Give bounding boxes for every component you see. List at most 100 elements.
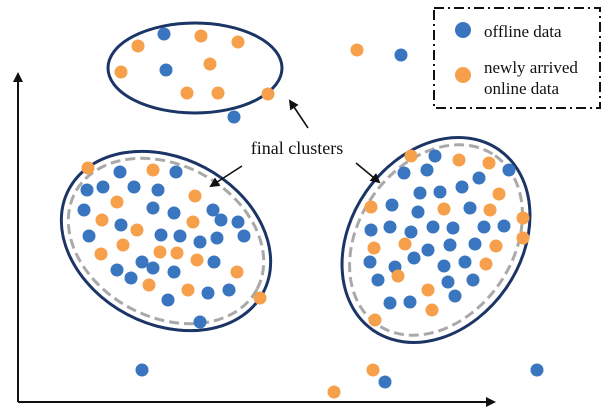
offline-data-point [214, 213, 228, 227]
left-cluster-dashed-outline [66, 156, 266, 326]
offline-data-point [502, 163, 516, 177]
final-clusters-annotation: final clusters [209, 99, 381, 188]
online-data-point [130, 223, 144, 237]
online-data-point [190, 253, 204, 267]
online-data-point [194, 29, 208, 43]
online-data-point [404, 149, 418, 163]
offline-data-point [207, 255, 221, 269]
offline-data-point [371, 273, 385, 287]
online-data-point [230, 265, 244, 279]
offline-data-point [403, 295, 417, 309]
online-data-point [261, 87, 275, 101]
online-data-point [452, 153, 466, 167]
offline-data-point [394, 48, 408, 62]
offline-data-point [237, 229, 251, 243]
cluster-outlines [59, 21, 532, 344]
online-data-point [211, 86, 225, 100]
offline-data-point [167, 206, 181, 220]
offline-data-point [110, 263, 124, 277]
legend-offline-label: offline data [484, 22, 562, 41]
offline-data-point [193, 315, 207, 329]
online-data-point [116, 238, 130, 252]
online-data-point [188, 189, 202, 203]
online-data-point [181, 283, 195, 297]
online-data-point [114, 65, 128, 79]
offline-data-point [448, 289, 462, 303]
offline-data-point [407, 251, 421, 265]
online-data-point [170, 246, 184, 260]
offline-data-point [455, 180, 469, 194]
offline-data-point [114, 218, 128, 232]
offline-data-point [446, 221, 460, 235]
offline-data-point [443, 238, 457, 252]
online-data-point [479, 257, 493, 271]
offline-data-point [127, 180, 141, 194]
offline-data-point [458, 255, 472, 269]
online-data-point [231, 35, 245, 49]
online-data-point [398, 237, 412, 251]
offline-data-point [397, 166, 411, 180]
online-data-point [146, 163, 160, 177]
offline-data-point [210, 231, 224, 245]
offline-data-point [169, 165, 183, 179]
offline-data-point [404, 225, 418, 239]
offline-data-point [378, 375, 392, 389]
offline-data-point [201, 286, 215, 300]
offline-data-point [530, 363, 544, 377]
online-data-point [391, 269, 405, 283]
online-data-point [367, 241, 381, 255]
offline-data-point [497, 219, 511, 233]
axes [13, 72, 496, 407]
offline-data-point [151, 183, 165, 197]
legend: offline data newly arrived online data [433, 7, 601, 109]
online-data-point [425, 303, 439, 317]
data-points [77, 27, 544, 399]
offline-data-point [77, 203, 91, 217]
offline-data-point [157, 27, 171, 41]
offline-data-point [421, 243, 435, 257]
offline-data-point [113, 165, 127, 179]
offline-data-point [383, 220, 397, 234]
online-data-point [516, 211, 530, 225]
online-data-point [142, 278, 156, 292]
offline-data-point [466, 273, 480, 287]
online-data-point [327, 385, 341, 399]
online-data-point [131, 39, 145, 53]
online-data-point [180, 86, 194, 100]
offline-data-point [206, 203, 220, 217]
offline-data-point [383, 296, 397, 310]
offline-data-point [433, 185, 447, 199]
offline-data-point [159, 63, 173, 77]
offline-data-point [80, 183, 94, 197]
online-data-point [203, 57, 217, 71]
online-data-point [350, 43, 364, 57]
arrow-to-left-cluster [209, 165, 243, 188]
online-data-point [253, 291, 267, 305]
offline-data-point [154, 228, 168, 242]
online-data-point [492, 187, 506, 201]
online-data-point [368, 313, 382, 327]
offline-data-point [426, 220, 440, 234]
online-data-point [95, 213, 109, 227]
online-data-point [483, 203, 497, 217]
online-data-point [437, 202, 451, 216]
online-data-point [516, 231, 530, 245]
offline-data-point [135, 363, 149, 377]
offline-data-point [167, 265, 181, 279]
arrow-to-top-cluster [288, 99, 309, 129]
offline-data-point [222, 283, 236, 297]
right-cluster-dashed-outline [348, 143, 524, 337]
offline-data-point [472, 171, 486, 185]
online-data-point [421, 283, 435, 297]
offline-data-point [420, 163, 434, 177]
offline-data-point [82, 229, 96, 243]
offline-data-point [231, 215, 245, 229]
legend-offline-marker [455, 22, 471, 38]
right-cluster-outline [340, 136, 532, 344]
online-data-point [153, 245, 167, 259]
online-data-point [186, 215, 200, 229]
offline-data-point [124, 271, 138, 285]
offline-data-point [146, 201, 160, 215]
offline-data-point [146, 261, 160, 275]
